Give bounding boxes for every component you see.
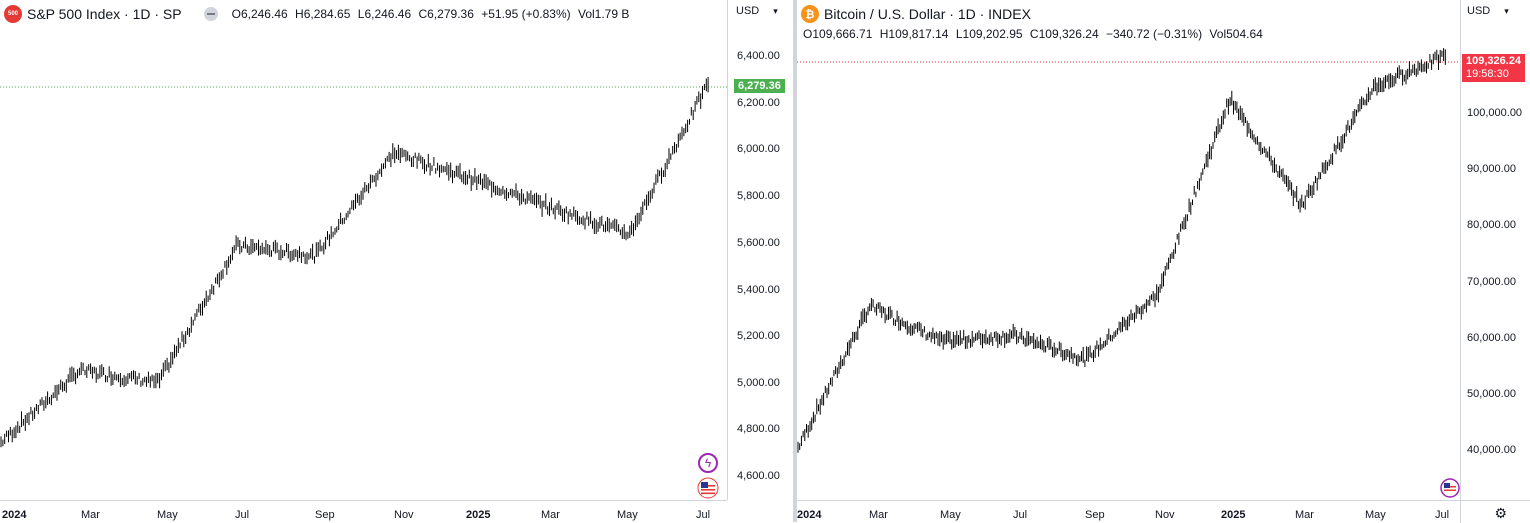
price-tick: 40,000.00 [1467, 444, 1516, 456]
price-tick: 5,800.00 [737, 190, 780, 202]
bitcoin-title[interactable]: Bitcoin / U.S. Dollar · 1D · INDEX [824, 6, 1031, 22]
time-tick: Jul [696, 509, 711, 521]
bar-countdown: 19:58:30 [1466, 68, 1509, 80]
price-tick: 5,400.00 [737, 284, 780, 296]
bitcoin-ohlc: O109,666.71 H109,817.14 L109,202.95 C109… [803, 27, 1263, 41]
last-price-label: 6,279.36 [734, 79, 785, 93]
currency-button[interactable]: USD ▾ [1467, 5, 1509, 17]
price-tick: 90,000.00 [1467, 163, 1516, 175]
price-tick: 4,600.00 [737, 470, 780, 482]
price-tick: 70,000.00 [1467, 276, 1516, 288]
flash-icon[interactable]: ϟ [698, 453, 718, 473]
time-tick: May [157, 509, 178, 521]
price-tick: 5,000.00 [737, 377, 780, 389]
time-tick: May [1365, 509, 1386, 521]
sp500-title[interactable]: S&P 500 Index · 1D · SP [27, 6, 182, 22]
us-flag-icon[interactable] [697, 477, 719, 499]
bitcoin-price-axis[interactable]: USD ▾ 100,000.00 90,000.00 80,000.00 70,000.… [1460, 0, 1530, 500]
chevron-down-icon: ▾ [1504, 5, 1509, 16]
sp500-change: +51.95 (+0.83%) [481, 7, 571, 21]
time-tick: Mar [869, 509, 888, 521]
time-tick: 2024 [797, 509, 822, 521]
time-tick: Nov [394, 509, 414, 521]
last-price-label: 109,326.24 19:58:30 [1462, 54, 1526, 82]
time-tick: May [940, 509, 961, 521]
svg-text:₿: ₿ [806, 9, 815, 21]
price-tick: 60,000.00 [1467, 332, 1516, 344]
us-flag-icon[interactable] [1440, 478, 1460, 498]
sp500-ohlc: O6,246.46 H6,284.65 L6,246.46 C6,279.36 … [231, 7, 630, 21]
price-tick: 50,000.00 [1467, 388, 1516, 400]
time-tick: 2025 [466, 509, 491, 521]
time-tick: Mar [1295, 509, 1314, 521]
time-tick: Nov [1155, 509, 1175, 521]
sp500-plot-area[interactable] [0, 0, 727, 500]
time-tick: 2024 [2, 509, 27, 521]
price-tick: 80,000.00 [1467, 219, 1516, 231]
time-tick: Mar [541, 509, 560, 521]
time-tick: Jul [235, 509, 250, 521]
bitcoin-chart-pane[interactable]: ₿ Bitcoin / U.S. Dollar · 1D · INDEX O10… [797, 0, 1530, 523]
bitcoin-volume: 504.64 [1226, 27, 1263, 41]
sp500-time-axis[interactable]: 2024 Mar May Jul Sep Nov 2025 Mar May Jul [0, 500, 727, 523]
bitcoin-symbol-icon: ₿ [801, 5, 819, 23]
sp500-chart-pane[interactable]: 500 S&P 500 Index · 1D · SP O6,246.46 H6… [0, 0, 794, 523]
bitcoin-time-axis[interactable]: 2024 Mar May Jul Sep Nov 2025 Mar May Jul [797, 500, 1460, 523]
time-tick: Sep [1085, 509, 1105, 521]
time-tick: Jul [1435, 509, 1450, 521]
time-tick: Mar [81, 509, 100, 521]
price-tick: 6,200.00 [737, 97, 780, 109]
price-tick: 6,000.00 [737, 143, 780, 155]
gear-icon[interactable]: ⚙ [1494, 505, 1507, 521]
bitcoin-legend: ₿ Bitcoin / U.S. Dollar · 1D · INDEX [801, 4, 1031, 24]
bitcoin-change: −340.72 (−0.31%) [1106, 27, 1203, 41]
price-tick: 5,200.00 [737, 330, 780, 342]
bitcoin-plot-area[interactable] [797, 0, 1460, 500]
price-tick: 5,600.00 [737, 237, 780, 249]
pane-divider[interactable] [793, 0, 797, 522]
time-tick: 2025 [1221, 509, 1246, 521]
sp500-price-axis[interactable]: USD ▾ 6,400.00 6,200.00 6,000.00 5,800.00 5,6… [727, 0, 794, 500]
price-tick: 4,800.00 [737, 423, 780, 435]
chevron-down-icon: ▾ [773, 5, 778, 16]
currency-button[interactable]: USD ▾ [736, 5, 778, 17]
time-tick: May [617, 509, 638, 521]
time-tick: Jul [1013, 509, 1028, 521]
price-tick: 100,000.00 [1467, 107, 1523, 119]
hide-eye-icon[interactable] [203, 7, 218, 21]
price-tick: 6,400.00 [737, 50, 780, 62]
sp500-legend: 500 S&P 500 Index · 1D · SP O6,246.46 H6… [4, 4, 633, 24]
time-tick: Sep [315, 509, 335, 521]
sp500-volume: 1.79 B [594, 7, 630, 21]
sp500-symbol-icon: 500 [4, 5, 22, 23]
